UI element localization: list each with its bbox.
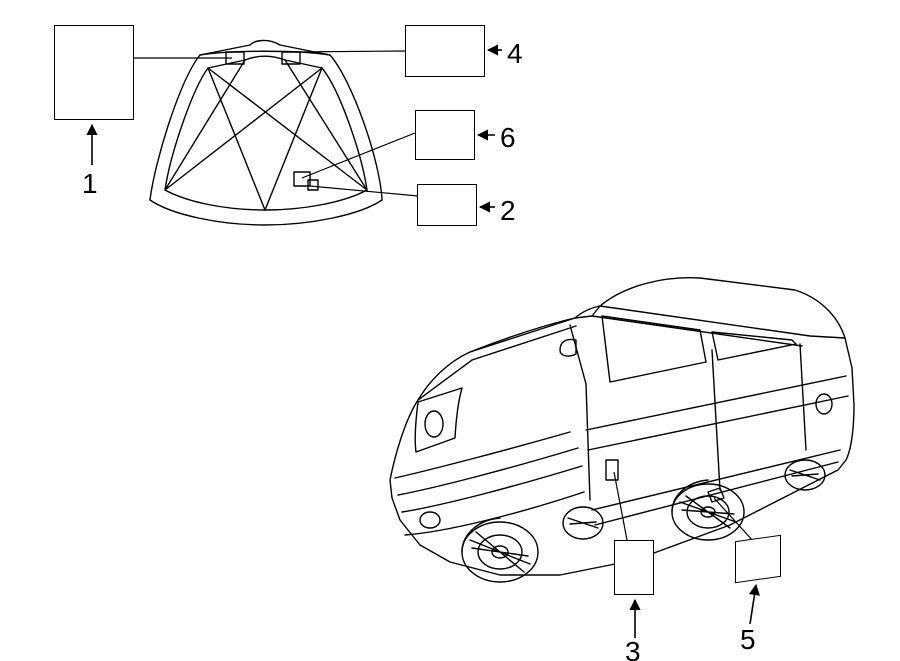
diagram-canvas: 1 2 3 4 5 6 — [0, 0, 900, 661]
callout-number-6: 6 — [500, 122, 516, 154]
callout-number-4: 4 — [507, 38, 523, 70]
callout-arrows — [0, 0, 900, 661]
callout-number-5: 5 — [740, 624, 756, 656]
callout-number-3: 3 — [625, 636, 641, 661]
callout-number-1: 1 — [82, 168, 98, 200]
callout-number-2: 2 — [500, 195, 516, 227]
